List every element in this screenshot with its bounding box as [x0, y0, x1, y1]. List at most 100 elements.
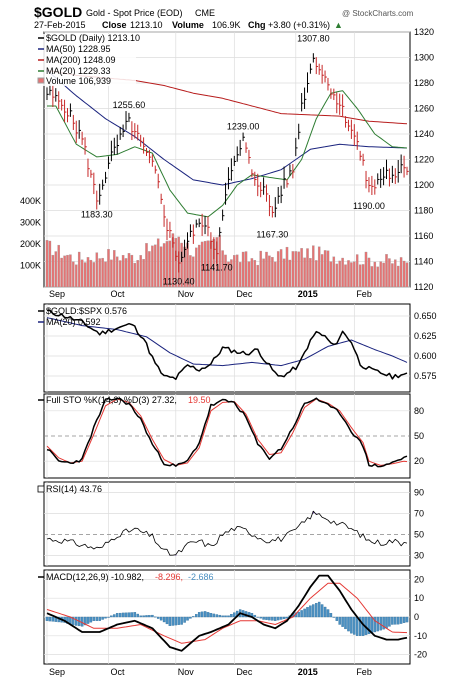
macd-histogram-bar	[276, 616, 280, 621]
volume-bar	[156, 238, 160, 288]
volume-bar	[227, 261, 230, 288]
macd-histogram-bar	[373, 616, 377, 633]
volume-bar	[238, 262, 242, 288]
month-label: Oct	[110, 667, 125, 677]
volume-bar	[154, 244, 157, 288]
volume-bar	[162, 243, 166, 288]
volume-bar	[303, 257, 306, 288]
volume-bar	[335, 263, 339, 288]
volume-bar	[241, 251, 245, 288]
month-label: Feb	[356, 667, 372, 677]
volume-bar	[69, 254, 72, 288]
volume-bar	[382, 262, 385, 288]
macd-histogram-bar	[206, 612, 210, 618]
y-tick-label: 1240	[414, 129, 434, 139]
volume-bar	[148, 251, 151, 288]
volume-bar	[133, 262, 137, 288]
month-label: Oct	[110, 289, 125, 299]
macd-histogram-bar	[98, 616, 101, 621]
volume-bar	[66, 254, 69, 288]
volume-bar	[326, 250, 330, 288]
volume-bar	[244, 251, 248, 288]
macd-histogram-bar	[48, 616, 52, 622]
volume-bar	[364, 251, 368, 288]
stochastic-panel: 20 50 80	[43, 393, 424, 479]
macd-histogram-bar	[227, 615, 230, 618]
rsi-legend: RSI(14) 43.76	[37, 484, 102, 494]
volume-bar	[291, 251, 295, 288]
volume-bar	[218, 234, 221, 288]
volume-bar	[224, 254, 227, 288]
sto-legend: Full STO %K(14,3) %D(3) 27.32, 19.50	[38, 395, 211, 405]
volume-bar	[385, 254, 388, 288]
macd-histogram-bar	[45, 616, 49, 621]
macd-histogram-bar	[350, 616, 353, 634]
volume-bar	[180, 242, 183, 288]
month-label: Dec	[236, 667, 253, 677]
rsi-line	[46, 510, 408, 556]
macd-histogram-bar	[133, 612, 137, 618]
volume-label: Volume	[172, 20, 204, 30]
volume-bar	[379, 261, 382, 288]
volume-bar	[165, 241, 169, 288]
macd-histogram-bar	[382, 616, 385, 630]
macd-histogram-bar	[274, 616, 277, 621]
legend-sto: Full STO %K(14,3) %D(3) 27.32,	[46, 395, 177, 405]
y-tick-label: 20	[414, 574, 424, 584]
macd-histogram-bar	[142, 615, 145, 618]
y-tick-label: 0.625	[414, 331, 437, 341]
volume-bar	[350, 262, 353, 288]
volume-bar	[388, 258, 391, 288]
y-tick-label: 10	[414, 593, 424, 603]
macd-histogram-bar	[113, 614, 116, 618]
volume-bar	[262, 258, 265, 288]
macd-histogram-bar	[104, 616, 107, 619]
macd-histogram-bar	[344, 616, 347, 630]
volume-bar	[145, 243, 148, 288]
y-tick-label: 1300	[414, 53, 434, 63]
volume-bar	[206, 240, 210, 288]
volume-bar	[358, 264, 362, 288]
macd-histogram-bar	[107, 616, 110, 618]
volume-bar	[75, 264, 78, 288]
volume-bar	[361, 264, 365, 288]
macd-histogram-bar	[118, 612, 122, 618]
macd-histogram-bar	[218, 614, 221, 618]
y-tick-label: 0.600	[414, 351, 437, 361]
macd-histogram-bar	[355, 616, 359, 636]
volume-bar	[373, 261, 377, 288]
month-label: Sep	[49, 667, 65, 677]
symbol-name: Gold - Spot Price (EOD)	[86, 8, 183, 18]
month-label: Dec	[236, 289, 253, 299]
volume-bar	[256, 264, 259, 288]
y-tick-label: 1220	[414, 155, 434, 165]
volume-bar	[195, 247, 198, 288]
volume-bar	[110, 259, 113, 288]
macd-histogram-bar	[323, 606, 327, 618]
exchange-label: CME	[195, 8, 215, 18]
macd-histogram-bar	[370, 616, 374, 634]
macd-histogram-bar	[92, 616, 96, 621]
macd-histogram-bar	[203, 611, 207, 618]
month-label: 2015	[298, 289, 318, 299]
volume-bar	[121, 255, 125, 288]
macd-histogram-bar	[151, 614, 154, 618]
volume-bar	[265, 251, 268, 288]
y-tick-label: -10	[414, 631, 427, 641]
price-annotation: 1130.40	[163, 277, 195, 287]
volume-bar	[370, 266, 374, 288]
volume-bar	[279, 249, 283, 288]
y-tick-label: 20	[414, 456, 424, 466]
volume-bar	[95, 252, 99, 288]
macd-histogram-bar	[130, 612, 134, 618]
macd-histogram-bar	[95, 616, 99, 621]
volume-bar	[306, 248, 309, 288]
volume-bar	[288, 259, 292, 288]
volume-bar	[136, 260, 139, 288]
macd-histogram-bar	[159, 616, 163, 621]
volume-bar	[347, 260, 350, 288]
volume-bar	[259, 250, 262, 288]
volume-bar	[282, 258, 286, 288]
y-tick-label: 0	[414, 612, 419, 622]
